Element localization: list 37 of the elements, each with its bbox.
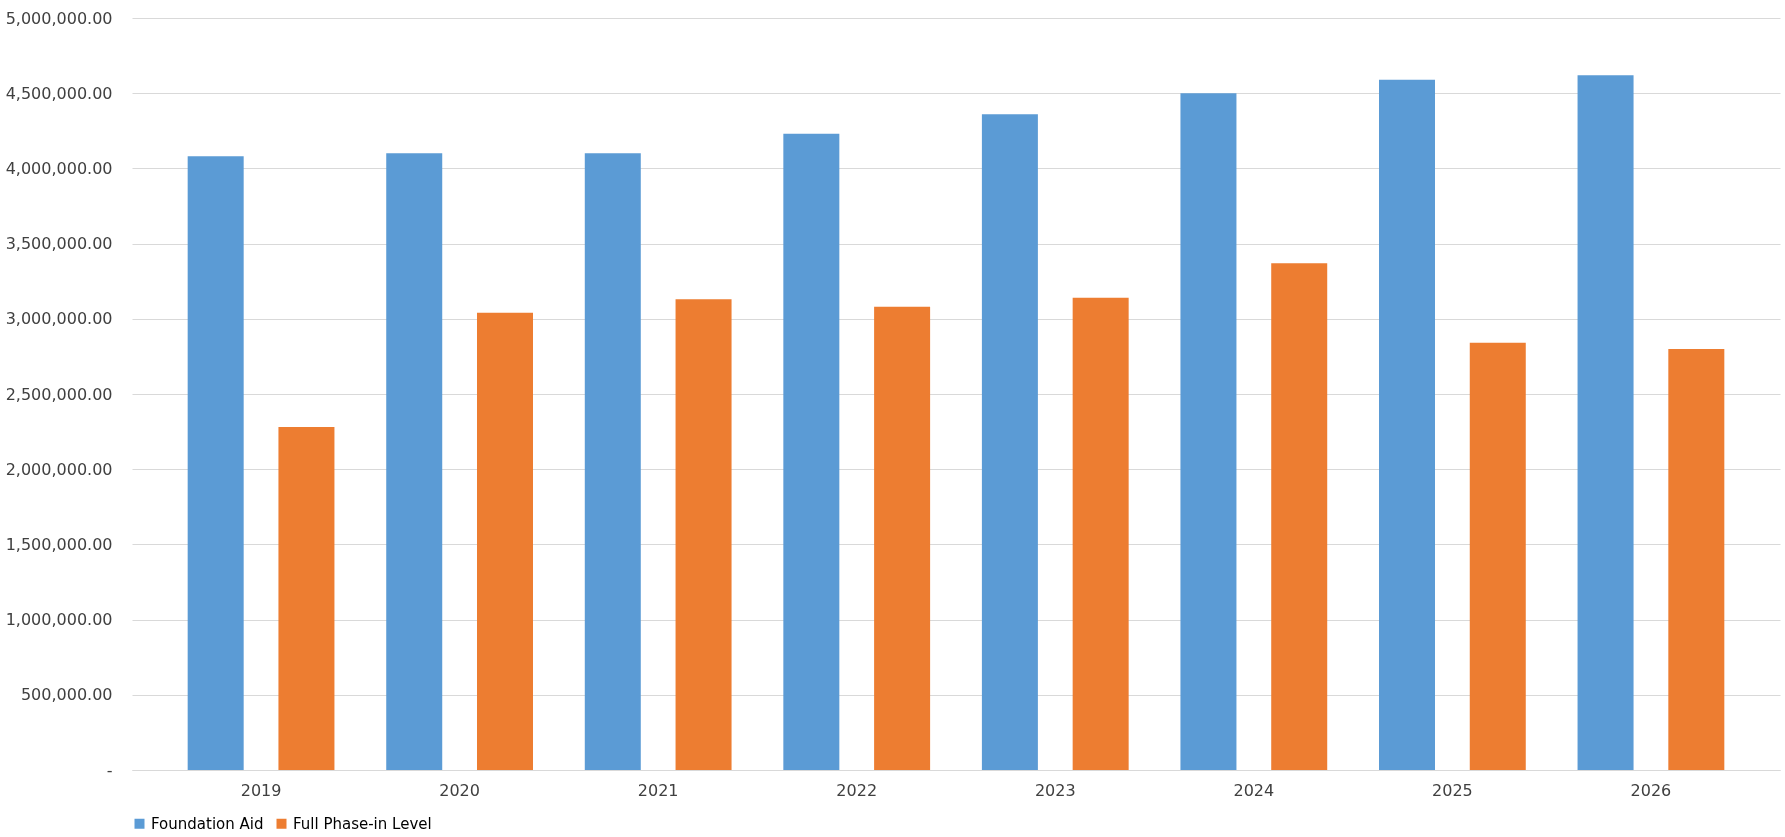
bar [1577,75,1634,770]
y-tick-label: - [106,760,113,780]
bar [1271,263,1328,770]
y-tick-label: 5,000,000.00 [5,8,113,28]
bar [1379,79,1435,770]
y-tick-label: 4,000,000.00 [5,158,113,178]
y-tick-label: 1,500,000.00 [5,534,113,554]
legend-label: Foundation Aid [151,814,264,833]
bar [386,153,443,770]
legend-label: Full Phase-in Level [293,814,432,833]
bar [187,156,244,770]
bar [278,427,335,770]
x-tick-label: 2021 [637,780,679,800]
y-tick-label: 3,000,000.00 [5,309,113,329]
x-tick-label: 2025 [1432,780,1473,800]
x-tick-label: 2022 [836,780,878,800]
bar [1668,348,1725,770]
bar [783,133,840,770]
y-tick-label: 1,000,000.00 [5,610,113,630]
y-tick-label: 3,500,000.00 [5,234,113,254]
bar [1180,93,1237,770]
y-tick-label: 2,500,000.00 [5,384,113,404]
bar [981,114,1038,770]
x-tick-label: 2024 [1233,780,1275,800]
x-tick-label: 2020 [439,780,480,800]
bar [675,299,732,770]
bar [584,153,641,770]
y-tick-label: 2,000,000.00 [5,459,113,479]
y-tick-label: 4,500,000.00 [5,83,113,103]
bar [1072,297,1129,770]
bar [1469,342,1526,770]
x-tick-label: 2019 [240,780,282,800]
y-tick-label: 500,000.00 [20,685,113,705]
x-tick-label: 2023 [1034,780,1076,800]
bar [874,306,931,770]
x-tick-label: 2026 [1630,780,1672,800]
bar [477,312,533,770]
